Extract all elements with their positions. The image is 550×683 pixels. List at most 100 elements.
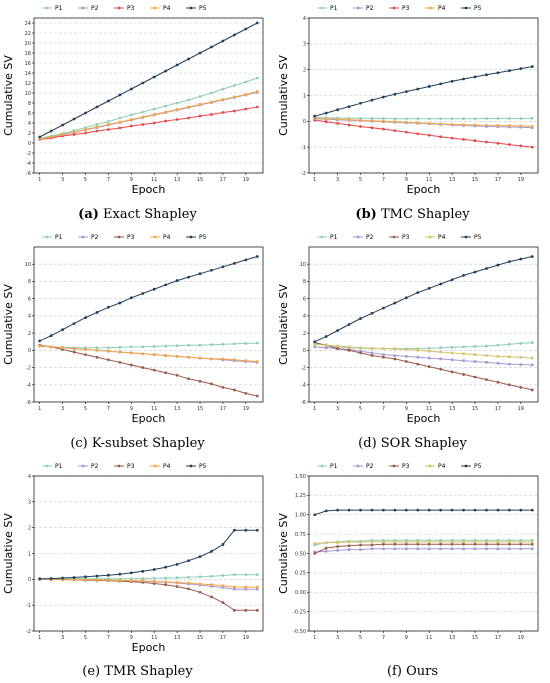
- data-point-p5: [507, 69, 511, 73]
- data-point-p2: [427, 547, 431, 551]
- data-point-p4: [496, 355, 500, 358]
- data-point-p3: [187, 587, 190, 591]
- y-tick-label: 2: [303, 67, 306, 73]
- y-tick-label: 4: [28, 474, 31, 480]
- x-tick-label: 7: [107, 177, 110, 183]
- data-point-p2: [473, 360, 477, 363]
- caption-e: (e) TMR Shapley: [0, 664, 275, 679]
- data-point-p4: [152, 580, 156, 583]
- x-tick-label: 3: [61, 177, 64, 183]
- legend-label-p4: P4: [163, 234, 171, 241]
- data-point-p3: [370, 354, 374, 357]
- data-point-p3: [462, 373, 465, 376]
- caption-d-label: (d): [358, 436, 377, 451]
- x-tick-label: 13: [174, 635, 180, 641]
- series-line-p1: [39, 574, 258, 580]
- legend-label-p2: P2: [91, 234, 99, 241]
- data-point-p3: [496, 141, 500, 145]
- data-point-p5: [210, 268, 213, 272]
- x-tick-label: 13: [449, 406, 455, 412]
- data-point-p4: [118, 120, 122, 124]
- data-point-p4: [187, 105, 190, 109]
- data-point-p1: [129, 345, 133, 349]
- plot-frame: [308, 475, 539, 632]
- data-point-p1: [118, 345, 122, 349]
- data-point-p3: [175, 118, 179, 121]
- legend-label-p4: P4: [163, 463, 171, 470]
- y-tick-label: 24: [25, 21, 31, 27]
- data-point-p4: [473, 540, 477, 544]
- series-line-p2: [314, 548, 533, 553]
- data-point-p3: [530, 542, 534, 546]
- y-tick-label: 3: [28, 500, 31, 506]
- data-point-p1: [210, 343, 213, 347]
- series-line-p3: [314, 543, 533, 554]
- data-point-p5: [61, 328, 65, 332]
- x-tick-label: 13: [449, 177, 455, 183]
- data-point-p4: [130, 579, 133, 582]
- data-point-p3: [221, 385, 225, 389]
- data-point-p5: [450, 79, 454, 83]
- data-point-p3: [210, 382, 213, 386]
- series-line-p4: [39, 578, 258, 588]
- y-tick-label: 6: [28, 296, 31, 302]
- data-point-p1: [141, 110, 145, 114]
- series-line-p5: [39, 256, 258, 342]
- y-tick-label: -0.25: [293, 609, 306, 615]
- data-point-p2: [416, 547, 420, 551]
- x-tick-label: 15: [472, 406, 478, 412]
- data-point-p4: [324, 541, 328, 544]
- series-line-p4: [314, 343, 533, 359]
- series-line-p5: [314, 256, 533, 343]
- data-point-p3: [439, 542, 443, 546]
- data-point-p4: [370, 540, 374, 544]
- x-tick-label: 15: [472, 635, 478, 641]
- data-point-p4: [130, 118, 133, 121]
- data-point-p2: [221, 586, 225, 589]
- data-point-p5: [72, 322, 76, 326]
- data-point-p5: [175, 562, 179, 566]
- y-tick-label: 20: [25, 41, 31, 47]
- series-line-p3: [39, 106, 258, 140]
- plot-frame: [308, 246, 539, 403]
- legend-marker-p3: [117, 464, 121, 468]
- data-point-p4: [530, 356, 534, 360]
- data-point-p5: [118, 301, 122, 305]
- caption-b-text: TMC Shapley: [380, 207, 470, 222]
- legend-marker-p3: [117, 6, 121, 10]
- data-point-p5: [129, 571, 133, 575]
- data-point-p2: [462, 359, 465, 362]
- legend-label-p2: P2: [91, 463, 99, 470]
- data-point-p3: [313, 552, 317, 555]
- data-point-p5: [530, 65, 534, 68]
- y-tick-label: 8: [28, 279, 31, 285]
- legend-marker-p3: [392, 235, 396, 239]
- data-point-p5: [370, 508, 374, 512]
- data-point-p1: [462, 117, 465, 121]
- legend-label-p2: P2: [366, 5, 374, 12]
- data-point-p1: [221, 87, 225, 91]
- data-point-p4: [313, 542, 317, 545]
- legend-label-p5: P5: [474, 234, 482, 241]
- legend-marker-p1: [45, 6, 49, 10]
- y-tick-label: 2: [28, 331, 31, 337]
- data-point-p4: [255, 90, 259, 93]
- data-point-p4: [152, 113, 156, 116]
- data-point-p2: [508, 362, 511, 366]
- data-point-p5: [118, 93, 122, 97]
- data-point-p2: [530, 363, 534, 367]
- data-point-p5: [38, 339, 42, 343]
- data-point-p2: [439, 357, 442, 361]
- data-point-p3: [198, 114, 202, 118]
- data-point-p5: [152, 568, 156, 571]
- data-point-p5: [107, 573, 110, 577]
- legend-marker-p4: [153, 464, 157, 468]
- x-tick-label: 11: [151, 177, 157, 183]
- data-point-p4: [175, 355, 179, 358]
- data-point-p4: [221, 357, 225, 361]
- data-point-p5: [232, 528, 236, 532]
- data-point-p4: [462, 123, 465, 126]
- x-tick-label: 15: [197, 177, 203, 183]
- y-tick-label: -6: [26, 400, 31, 406]
- data-point-p4: [382, 540, 385, 544]
